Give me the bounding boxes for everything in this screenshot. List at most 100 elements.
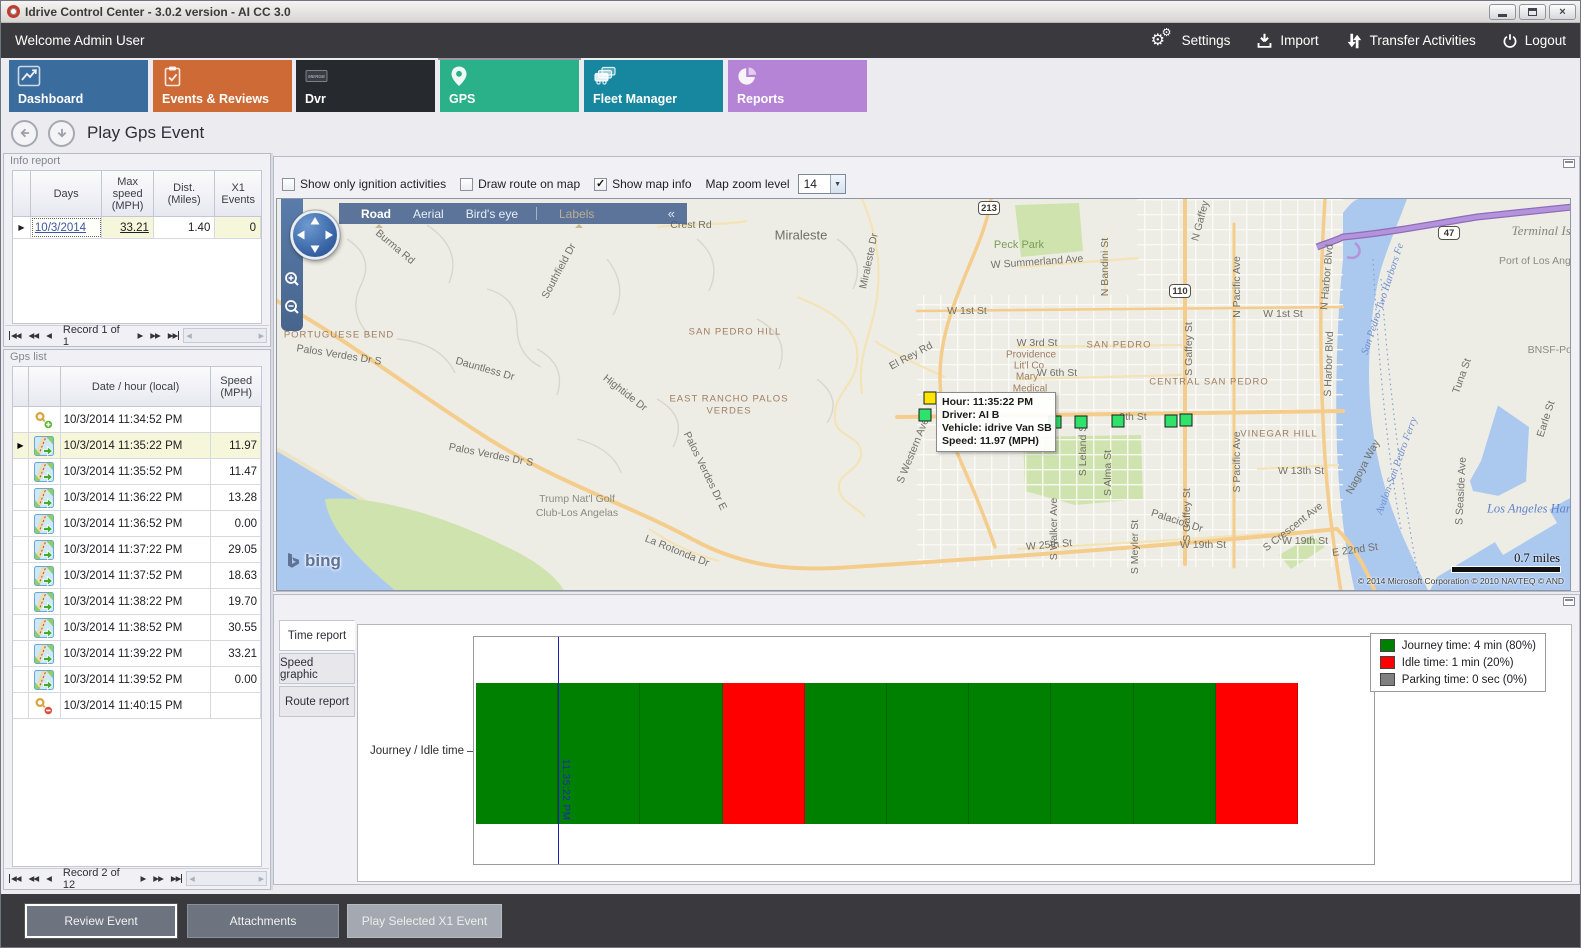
- play-selected-x1-event-button[interactable]: Play Selected X1 Event: [347, 904, 502, 938]
- checkbox-box[interactable]: [460, 177, 474, 191]
- bing-logo[interactable]: bing: [287, 551, 341, 571]
- selected-gps-point-marker[interactable]: [923, 391, 937, 405]
- gps-list-row[interactable]: ▶ 10/3/2014 11:35:22 PM 11.97: [13, 433, 261, 459]
- gps-list-row[interactable]: 10/3/2014 11:38:52 PM 30.55: [13, 615, 261, 641]
- gps-point-marker[interactable]: [1074, 415, 1088, 429]
- checkbox-show-map-info[interactable]: ✓ Show map info: [594, 177, 692, 191]
- down-button[interactable]: [48, 119, 75, 147]
- gps-speed-cell: 0.00: [211, 511, 261, 536]
- pager-fast-next-icon[interactable]: ▶▶: [153, 874, 164, 883]
- review-event-button[interactable]: Review Event: [25, 904, 177, 938]
- scroll-right-icon[interactable]: ▶: [258, 332, 264, 340]
- pager-next-icon[interactable]: ▶: [137, 331, 143, 340]
- toolbar-collapse-icon[interactable]: «: [667, 206, 675, 221]
- pager-last-icon[interactable]: ▶▶: [167, 331, 180, 340]
- scroll-right-icon[interactable]: ▶: [258, 875, 264, 883]
- tab-dashboard[interactable]: Dashboard: [9, 60, 148, 112]
- time-cursor-line[interactable]: [558, 637, 560, 864]
- map-options-bar: Show only ignition activities Draw route …: [282, 172, 846, 196]
- collapse-map-panel-button[interactable]: [1563, 159, 1575, 168]
- gps-list-row[interactable]: 10/3/2014 11:39:52 PM 0.00: [13, 667, 261, 693]
- map-view-toolbar: Road Aerial Bird's eye Labels «: [339, 203, 687, 228]
- pager-first-icon[interactable]: ◀◀: [9, 874, 22, 883]
- column-header-days[interactable]: Days: [31, 171, 103, 216]
- attachments-button[interactable]: Attachments: [187, 904, 339, 938]
- max-speed-cell[interactable]: 33.21: [102, 217, 154, 238]
- map-copyright: © 2014 Microsoft Corporation © 2010 NAVT…: [1357, 576, 1564, 586]
- gps-list-row[interactable]: 10/3/2014 11:38:22 PM 19.70: [13, 589, 261, 615]
- close-button[interactable]: ×: [1549, 4, 1576, 20]
- transfer-activities-button[interactable]: Transfer Activities: [1345, 32, 1476, 50]
- back-button[interactable]: [11, 119, 38, 147]
- gps-list-row[interactable]: 10/3/2014 11:34:52 PM: [13, 407, 261, 433]
- gps-list-row[interactable]: 10/3/2014 11:40:15 PM: [13, 693, 261, 719]
- map-view-road[interactable]: Road: [361, 206, 391, 228]
- legend-label: Parking time: 0 sec (0%): [1401, 673, 1528, 686]
- pager-fast-prev-icon[interactable]: ◀◀: [28, 874, 40, 883]
- days-cell[interactable]: 10/3/2014: [30, 217, 103, 238]
- gps-list-row[interactable]: 10/3/2014 11:39:22 PM 33.21: [13, 641, 261, 667]
- tab-route-report[interactable]: Route report: [279, 686, 355, 717]
- gps-point-marker[interactable]: [1164, 414, 1178, 428]
- checkbox-box[interactable]: ✓: [594, 177, 608, 191]
- gps-point-marker[interactable]: [1179, 413, 1193, 427]
- map-view-birds-eye[interactable]: Bird's eye: [465, 206, 518, 221]
- column-header-max-speed[interactable]: Max speed (MPH): [102, 171, 154, 216]
- pager-last-icon[interactable]: ▶▶: [170, 874, 183, 883]
- gps-list-row[interactable]: 10/3/2014 11:37:52 PM 18.63: [13, 563, 261, 589]
- collapse-chart-panel-button[interactable]: [1563, 597, 1575, 606]
- map-view-labels[interactable]: Labels: [559, 206, 595, 228]
- pager-fast-next-icon[interactable]: ▶▶: [150, 331, 161, 340]
- tab-speed-graphic[interactable]: Speed graphic: [279, 653, 355, 684]
- zoom-out-icon[interactable]: [284, 299, 300, 321]
- row-marker: [13, 537, 29, 562]
- map-zoom-dropdown[interactable]: 14 ▼: [797, 174, 846, 194]
- minimize-button[interactable]: [1489, 4, 1516, 20]
- map-view-aerial[interactable]: Aerial: [413, 206, 444, 221]
- gps-list-row[interactable]: 10/3/2014 11:36:52 PM 0.00: [13, 511, 261, 537]
- logout-button[interactable]: Logout: [1502, 33, 1566, 49]
- x1-events-cell: 0: [215, 217, 261, 238]
- tab-dvr[interactable]: MERGE Dvr: [296, 60, 435, 112]
- column-header-speed[interactable]: Speed (MPH): [220, 374, 253, 399]
- checkbox-box[interactable]: [282, 177, 295, 191]
- pager-fast-prev-icon[interactable]: ◀◀: [28, 331, 40, 340]
- map-compass-control[interactable]: [288, 208, 342, 267]
- bing-map[interactable]: Burma Rd Southfield Dr Crest Rd Miraleste Mi…: [276, 198, 1571, 591]
- pager-first-icon[interactable]: ◀◀: [9, 331, 22, 340]
- tab-gps[interactable]: GPS: [438, 58, 581, 112]
- gps-point-marker[interactable]: [918, 408, 932, 422]
- settings-button[interactable]: ⚙ ⚙ Settings: [1150, 26, 1231, 49]
- panel-splitter[interactable]: [271, 153, 273, 890]
- gps-point-marker[interactable]: [1111, 414, 1125, 428]
- pager-prev-icon[interactable]: ◀: [46, 874, 52, 883]
- tab-fleet-manager[interactable]: Fleet Manager: [584, 60, 723, 112]
- tab-reports[interactable]: Reports: [728, 60, 867, 112]
- zoom-in-icon[interactable]: [284, 271, 300, 293]
- info-report-row[interactable]: ▶ 10/3/2014 33.21 1.40 0: [13, 217, 261, 239]
- column-header-dist[interactable]: Dist. (Miles): [154, 171, 216, 216]
- import-button[interactable]: Import: [1256, 32, 1319, 49]
- gps-list-table: Date / hour (local) Speed (MPH) 10/3/201…: [12, 366, 262, 867]
- scroll-left-icon[interactable]: ◀: [186, 332, 192, 340]
- gps-list-row[interactable]: 10/3/2014 11:37:22 PM 29.05: [13, 537, 261, 563]
- highway-shield-47: 47: [1438, 226, 1460, 240]
- gps-list-row[interactable]: 10/3/2014 11:36:22 PM 13.28: [13, 485, 261, 511]
- scroll-left-icon[interactable]: ◀: [189, 875, 195, 883]
- map-scale-label: 0.7 miles: [1514, 551, 1560, 565]
- checkbox-draw-route-on-map[interactable]: Draw route on map: [460, 177, 580, 191]
- column-header-x1-events[interactable]: X1 Events: [221, 181, 255, 206]
- checkbox-show-only-ignition-activities[interactable]: Show only ignition activities: [282, 177, 446, 191]
- horizontal-scrollbar[interactable]: ◀ ▶: [186, 871, 267, 886]
- gps-list-row[interactable]: 10/3/2014 11:35:52 PM 11.47: [13, 459, 261, 485]
- tab-time-report[interactable]: Time report: [279, 620, 355, 651]
- row-marker: [13, 615, 29, 640]
- horizontal-scrollbar[interactable]: ◀ ▶: [183, 328, 267, 343]
- maximize-button[interactable]: [1519, 4, 1546, 20]
- tab-events-reviews[interactable]: Events & Reviews: [153, 60, 292, 112]
- pager-prev-icon[interactable]: ◀: [46, 331, 52, 340]
- gps-point-map-icon: [34, 643, 55, 664]
- column-header-datetime[interactable]: Date / hour (local): [61, 367, 212, 406]
- legend-label: Journey time: 4 min (80%): [1401, 639, 1536, 652]
- pager-next-icon[interactable]: ▶: [140, 874, 147, 883]
